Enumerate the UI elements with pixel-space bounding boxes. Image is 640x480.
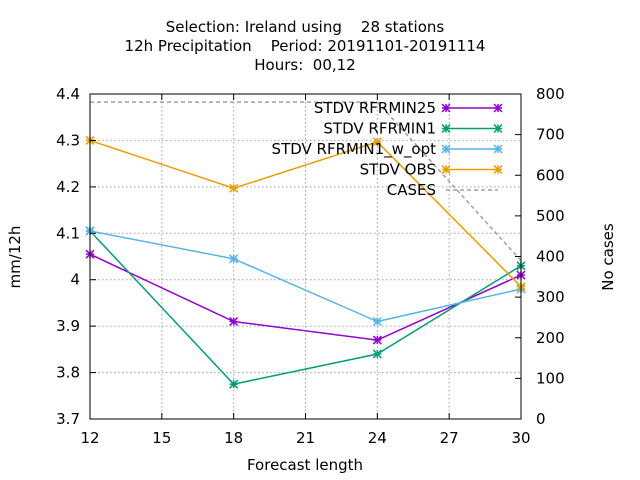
y-axis: 3.7 3.8 3.9 4 4.1 4.2 4.3 4.4: [56, 85, 96, 428]
y2-axis-label: No cases: [599, 223, 617, 291]
y-tick-label: 3.7: [56, 410, 80, 428]
y2-axis: 0 100 200 300 400 500 600 700 800: [515, 85, 565, 428]
y2-tick-label: 800: [536, 85, 565, 103]
x-tick-label: 27: [440, 429, 459, 447]
x-tick-label: 30: [511, 429, 530, 447]
x-axis: 12 15 18 21 24 27 30: [80, 94, 531, 447]
legend-label: STDV OBS: [360, 161, 436, 179]
legend-marker: [493, 164, 503, 175]
y-tick-label: 3.8: [56, 364, 80, 382]
legend-marker: [441, 123, 451, 134]
x-tick-label: 12: [80, 429, 99, 447]
chart-title-line-2: 12h Precipitation Period: 20191101-20191…: [125, 37, 486, 55]
y-tick-label: 4.2: [56, 178, 80, 196]
data-point: [372, 335, 382, 345]
data-point: [372, 349, 382, 359]
legend-label: STDV RFRMIN1_w_opt: [272, 140, 437, 159]
data-point: [372, 137, 382, 147]
y2-tick-label: 0: [536, 410, 546, 428]
x-tick-label: 24: [368, 429, 387, 447]
legend-marker: [493, 103, 503, 113]
chart-title-line-3: Hours: 00,12: [254, 56, 355, 74]
y-tick-label: 4.1: [56, 224, 80, 242]
series-line-3: [89, 139, 522, 288]
legend-marker: [441, 164, 451, 175]
series-line-2: [89, 230, 522, 323]
x-tick-label: 18: [224, 429, 243, 447]
y2-tick-label: 600: [536, 166, 565, 184]
legend-marker: [441, 103, 451, 113]
data-point: [229, 183, 239, 193]
legend-marker: [441, 144, 451, 154]
data-point: [372, 316, 382, 327]
data-point: [229, 379, 239, 389]
y2-tick-label: 700: [536, 126, 565, 144]
y2-tick-label: 200: [536, 329, 565, 347]
y-tick-label: 4.4: [56, 85, 80, 103]
y-tick-label: 4.3: [56, 131, 80, 149]
series-line-4: [90, 101, 522, 262]
x-axis-label: Forecast length: [247, 456, 363, 474]
series-line-1: [89, 230, 522, 385]
x-tick-label: 21: [296, 429, 315, 447]
series-line-0: [89, 253, 522, 341]
y-tick-label: 4: [70, 271, 80, 289]
legend-label: STDV RFRMIN1: [323, 120, 436, 138]
data-point: [229, 254, 239, 264]
y-axis-label: mm/12h: [6, 226, 24, 289]
y2-tick-label: 100: [536, 369, 565, 387]
y2-tick-label: 400: [536, 248, 565, 266]
legend-label: STDV RFRMIN25: [314, 99, 436, 117]
y2-tick-label: 500: [536, 207, 565, 225]
legend: STDV RFRMIN25 STDV RFRMIN1 STDV RFRMIN1_w_…: [272, 99, 503, 199]
data-point: [229, 316, 239, 327]
y-tick-label: 3.9: [56, 317, 80, 335]
legend-marker: [493, 123, 503, 134]
legend-marker: [493, 144, 503, 154]
chart-title-line-1: Selection: Ireland using 28 stations: [166, 18, 445, 36]
y2-tick-label: 300: [536, 288, 565, 306]
legend-label: CASES: [387, 181, 436, 199]
x-tick-label: 15: [152, 429, 171, 447]
